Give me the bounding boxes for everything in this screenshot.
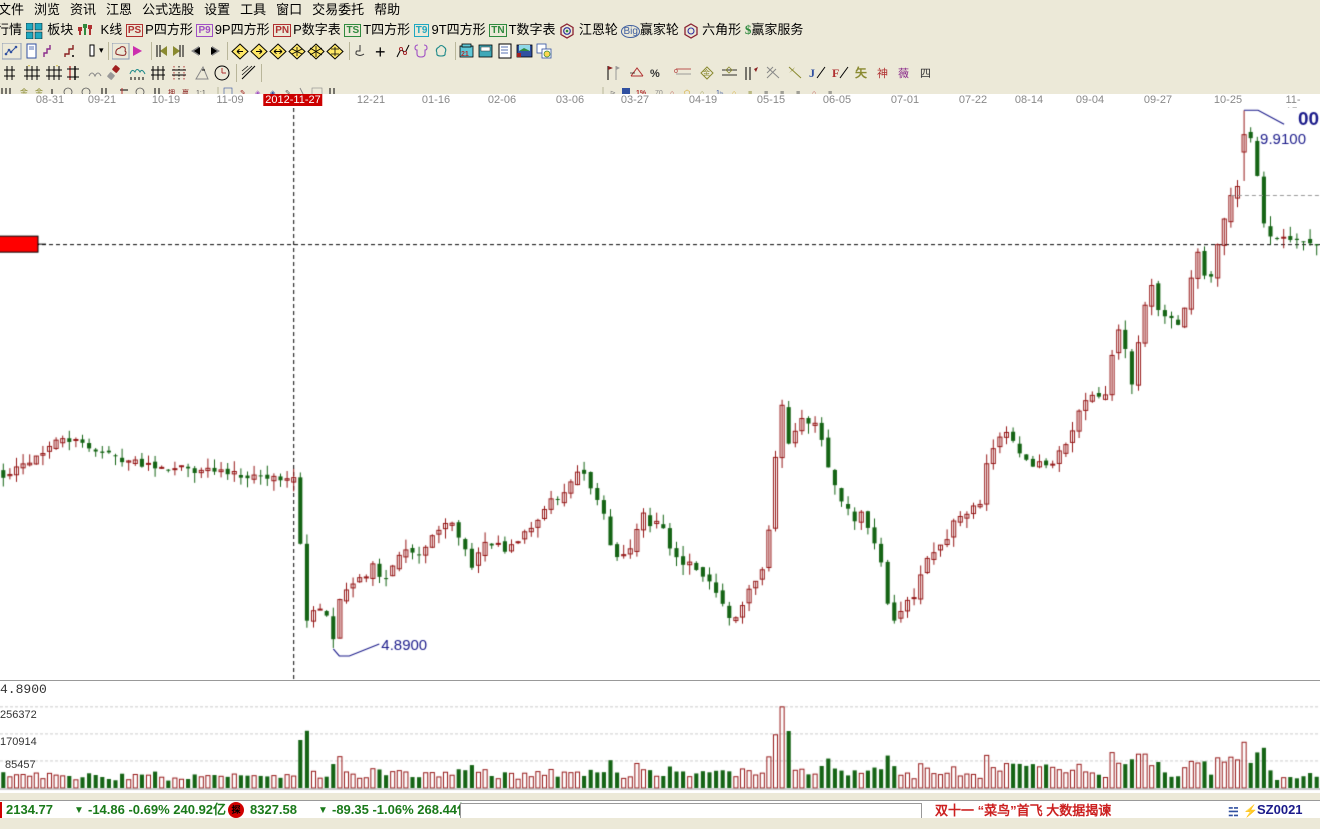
svg-text:%: % xyxy=(650,68,660,80)
svg-text:金: 金 xyxy=(703,68,710,77)
svg-text:o: o xyxy=(674,68,678,75)
svg-text:神: 神 xyxy=(877,66,888,80)
svg-text:四: 四 xyxy=(920,68,931,80)
svg-text:薇: 薇 xyxy=(898,67,909,80)
svg-text:J: J xyxy=(809,66,815,80)
svg-text:F: F xyxy=(832,66,839,80)
svg-text:21: 21 xyxy=(461,51,469,58)
svg-text:矢: 矢 xyxy=(855,65,868,80)
